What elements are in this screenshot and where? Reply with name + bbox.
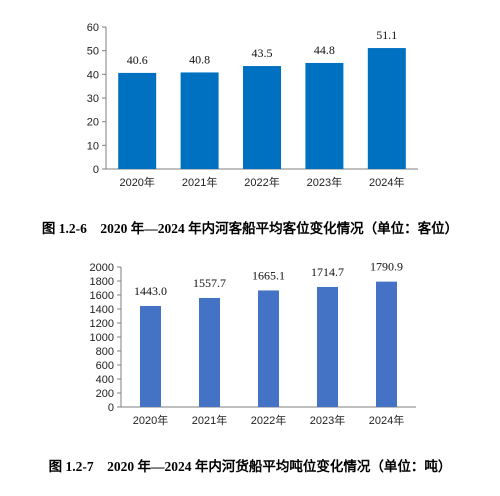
bar — [367, 48, 406, 169]
data-label: 1790.9 — [370, 260, 403, 274]
chart-cargo-tonnage: 0 200 400 600 800 1000 1200 1400 1600 1800 2000 144… — [0, 250, 500, 496]
chart-caption: 图 1.2-7 2020 年—2024 年内河货船平均吨位变化情况（单位：吨） — [48, 459, 452, 474]
x-tick-label: 2024年 — [369, 413, 404, 427]
bar — [180, 72, 219, 169]
x-tick-label: 2020年 — [133, 413, 168, 427]
chart-passenger-capacity: 0 10 20 30 40 50 60 40.6 2020年 40.8 2021年 43.5 2022年… — [0, 0, 500, 245]
bar — [376, 281, 397, 407]
y-tick-label: 400 — [96, 374, 114, 386]
data-label: 40.6 — [127, 53, 148, 67]
bar — [258, 290, 279, 407]
bar — [243, 66, 281, 169]
y-tick-label: 60 — [87, 22, 99, 34]
x-tick-label: 2023年 — [310, 413, 345, 427]
data-label: 44.8 — [314, 43, 335, 57]
y-tick-label: 1400 — [90, 304, 114, 316]
y-tick-label: 1200 — [90, 318, 114, 330]
y-tick-label: 20 — [87, 117, 99, 129]
y-tick-label: 10 — [87, 140, 99, 152]
data-label: 1443.0 — [134, 284, 167, 298]
y-tick-label: 800 — [96, 346, 114, 358]
data-label: 1714.7 — [311, 265, 344, 279]
x-tick-label: 2022年 — [244, 175, 279, 189]
x-tick-label: 2020年 — [119, 175, 154, 189]
y-tick-label: 200 — [96, 388, 114, 400]
bar — [140, 305, 161, 407]
x-tick-label: 2022年 — [251, 413, 286, 427]
y-tick-label: 40 — [87, 69, 99, 81]
bar-chart-passenger: 0 10 20 30 40 50 60 40.6 2020年 40.8 2021年 43.5 2022年… — [87, 22, 418, 189]
chart-caption: 图 1.2-6 2020 年—2024 年内河客船平均客位变化情况（单位：客位） — [41, 221, 459, 236]
data-label: 51.1 — [376, 28, 397, 42]
bar-chart-cargo: 0 200 400 600 800 1000 1200 1400 1600 1800 2000 144… — [90, 260, 416, 427]
bar — [305, 62, 344, 170]
x-tick-label: 2023年 — [307, 175, 342, 189]
y-tick-label: 0 — [93, 164, 99, 176]
bar — [199, 297, 220, 407]
x-tick-label: 2024年 — [369, 175, 404, 189]
y-tick-label: 1800 — [90, 276, 114, 288]
bar — [317, 286, 338, 407]
y-tick-label: 600 — [96, 360, 114, 372]
bar — [118, 72, 157, 169]
data-label: 40.8 — [189, 52, 210, 66]
y-tick-label: 2000 — [90, 262, 114, 274]
y-tick-label: 1000 — [90, 332, 114, 344]
x-tick-label: 2021年 — [192, 413, 227, 427]
y-tick-label: 1600 — [90, 290, 114, 302]
data-label: 1557.7 — [193, 276, 226, 290]
x-tick-label: 2021年 — [182, 175, 217, 189]
data-label: 43.5 — [252, 46, 273, 60]
data-label: 1665.1 — [252, 268, 285, 282]
y-tick-label: 30 — [87, 93, 99, 105]
y-tick-label: 50 — [87, 46, 99, 58]
y-tick-label: 0 — [108, 402, 114, 414]
